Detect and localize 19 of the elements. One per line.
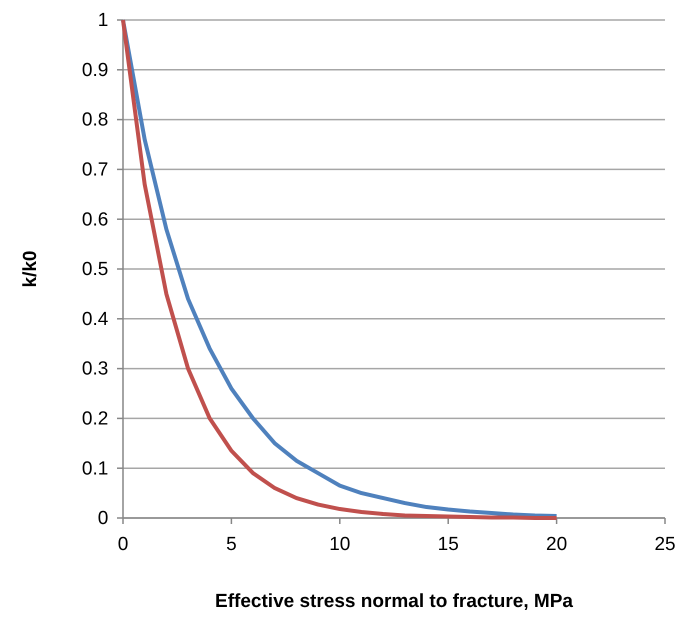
- x-tick-label: 15: [438, 534, 459, 555]
- y-tick-label: 0.8: [82, 110, 108, 131]
- x-tick-label: 10: [329, 534, 350, 555]
- x-tick-label: 20: [546, 534, 568, 555]
- y-tick-label: 0.7: [82, 159, 108, 180]
- y-tick-label: 0.6: [82, 209, 108, 230]
- y-tick-label: 0.4: [82, 308, 109, 330]
- y-tick-label: 0.1: [82, 458, 108, 480]
- y-axis-title: k/k0: [20, 250, 41, 288]
- x-tick-label: 25: [654, 534, 676, 555]
- x-tick-label: 5: [226, 534, 237, 555]
- y-tick-label: 0: [98, 508, 108, 530]
- x-axis-title: Effective stress normal to fracture, MPa: [215, 591, 574, 612]
- x-tick-label: 0: [118, 534, 128, 555]
- y-tick-label: 0.3: [82, 358, 108, 380]
- y-tick-label: 0.5: [82, 259, 108, 280]
- y-tick-label: 1: [98, 10, 108, 32]
- y-tick-label: 0.9: [82, 60, 108, 81]
- y-tick-label: 0.2: [82, 408, 108, 430]
